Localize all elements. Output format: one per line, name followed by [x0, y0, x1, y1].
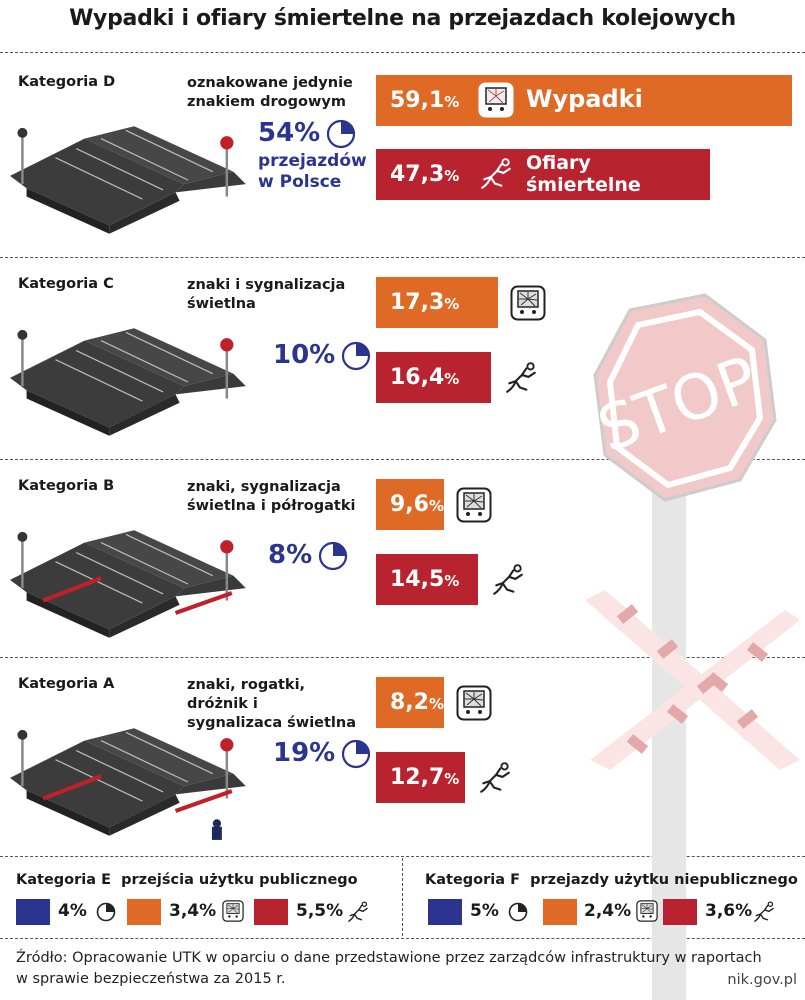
accidents-value: 3,4% — [169, 901, 217, 921]
fatalities-bar: 12,7% — [376, 752, 465, 803]
bar-value: 17,3% — [390, 290, 460, 315]
series-label-fatalities: Ofiary śmiertelne — [526, 152, 641, 196]
railway-crossing-icon — [10, 327, 247, 437]
shattered-window-icon — [456, 487, 492, 523]
falling-person-icon — [480, 762, 510, 793]
shattered-window-icon — [478, 82, 514, 118]
accidents-value: 2,4% — [584, 901, 632, 921]
legend-swatch — [428, 899, 462, 925]
fatalities-value: 5,5% — [296, 901, 344, 921]
bar-value: 16,4% — [390, 365, 460, 390]
bar-value: 8,2% — [390, 690, 445, 715]
falling-person-icon — [348, 901, 368, 922]
accidents-bar: 17,3% — [376, 277, 498, 328]
share-value: 19% — [273, 738, 336, 768]
category-label: Kategoria A — [18, 676, 115, 692]
bar-value: 9,6% — [390, 492, 445, 517]
shattered-window-icon — [636, 900, 658, 922]
divider — [0, 257, 805, 258]
bar-value: 47,3% — [390, 162, 460, 187]
shattered-window-icon — [456, 685, 492, 721]
legend-swatch — [127, 899, 161, 925]
shattered-window-icon — [510, 285, 546, 321]
bar-value: 14,5% — [390, 567, 460, 592]
share-value: 10% — [273, 340, 336, 370]
category-e-label: Kategoria E przejścia użytku publicznego — [16, 872, 358, 888]
pie-chart-icon — [342, 739, 371, 768]
stop-sign-icon: STOP — [585, 293, 800, 1000]
pie-chart-icon — [319, 541, 348, 570]
railway-crossing-icon — [10, 529, 247, 639]
category-description: znaki i sygnalizacja świetlna — [187, 277, 346, 312]
bar-value: 59,1% — [390, 88, 460, 113]
pie-chart-icon — [508, 902, 528, 922]
railway-crossing-icon — [10, 727, 247, 840]
site-url: nik.gov.pl — [727, 972, 797, 988]
shattered-window-icon — [222, 900, 244, 922]
divider — [402, 858, 403, 936]
page-title: Wypadki i ofiary śmiertelne na przejazda… — [69, 6, 736, 31]
falling-person-icon — [754, 901, 774, 922]
legend-swatch — [254, 899, 288, 925]
bar-value: 12,7% — [390, 765, 460, 790]
category-description: znaki, sygnalizacja świetlna i półrogatk… — [187, 479, 356, 514]
share-value: 54% — [258, 118, 321, 148]
category-label: Kategoria C — [18, 276, 114, 292]
category-description: oznakowane jedynie znakiem drogowym — [187, 75, 353, 110]
fatalities-value: 3,6% — [705, 901, 753, 921]
falling-person-icon — [493, 564, 523, 595]
divider — [0, 938, 805, 939]
fatalities-bar: 14,5% — [376, 554, 478, 605]
share-value: 8% — [268, 540, 313, 570]
legend-swatch — [543, 899, 577, 925]
legend-swatch — [663, 899, 697, 925]
category-f-label: Kategoria F przejazdy użytku niepubliczn… — [425, 872, 798, 888]
share-block: 8% — [268, 540, 348, 571]
fatalities-bar: 16,4% — [376, 352, 491, 403]
series-label-accidents: Wypadki — [526, 85, 643, 113]
source-note: Źródło: Opracowanie UTK w oparciu o dane… — [16, 950, 762, 987]
pie-chart-icon — [342, 341, 371, 370]
divider — [0, 856, 805, 857]
share-caption: w Polsce — [258, 171, 342, 192]
railway-crossing-icon — [10, 125, 247, 235]
share-block: 10% — [273, 340, 371, 371]
falling-person-icon — [481, 158, 511, 189]
category-description: znaki, rogatki, dróżnik i sygnalizaca św… — [187, 677, 357, 731]
accidents-bar: 9,6% — [376, 479, 444, 530]
fatalities-bar: 47,3% Ofiary śmiertelne — [376, 149, 710, 200]
category-label: Kategoria D — [18, 74, 116, 90]
accidents-bar: 59,1% Wypadki — [376, 75, 792, 126]
share-block: 54% przejazdów w Polsce — [258, 118, 367, 193]
accidents-bar: 8,2% — [376, 677, 444, 728]
share-caption: przejazdów — [258, 150, 367, 171]
falling-person-icon — [506, 362, 536, 393]
share-block: 19% — [273, 738, 371, 769]
pie-chart-icon — [327, 119, 356, 148]
divider — [0, 52, 805, 53]
share-value: 5% — [470, 901, 499, 921]
divider — [0, 657, 805, 658]
share-value: 4% — [58, 901, 87, 921]
legend-swatch — [16, 899, 50, 925]
pie-chart-icon — [96, 902, 116, 922]
divider — [0, 459, 805, 460]
category-label: Kategoria B — [18, 478, 115, 494]
